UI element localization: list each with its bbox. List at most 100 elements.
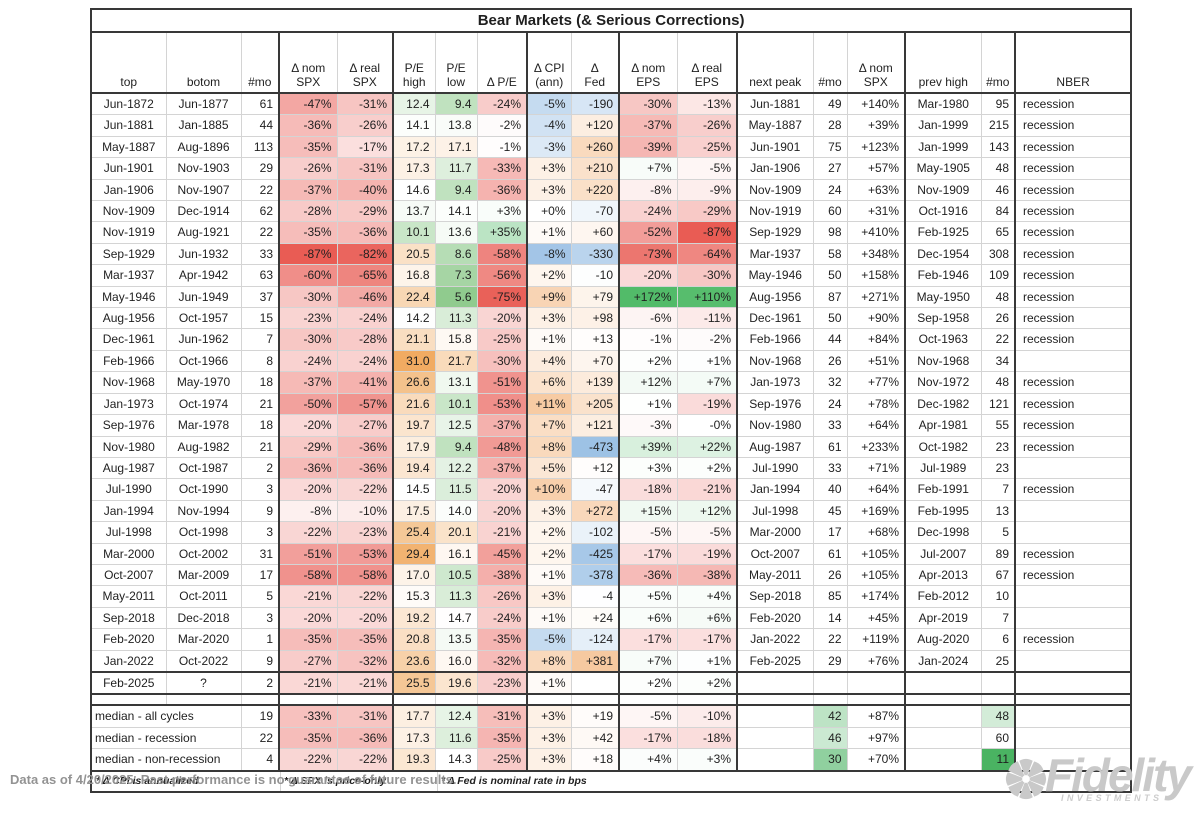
cell-d-cpi: -3% (526, 135, 572, 159)
cell-nber: recession (1014, 392, 1132, 416)
cell-top: Jun-1881 (90, 114, 167, 137)
median-cell-d-real-eps: -10% (676, 704, 738, 728)
cell-d-fed: +79 (570, 285, 620, 309)
cell-top: Sep-1929 (90, 242, 167, 266)
median-cell-months: 19 (240, 704, 280, 728)
table-row: May-1946 Jun-1949 37 -30% -46% 22.4 5.6 -75% +9%… (90, 285, 1132, 309)
cell-d-real-eps: -29% (676, 200, 738, 223)
cell-nber: recession (1014, 92, 1132, 116)
cell-prev-high: Mar-1980 (904, 92, 982, 116)
median-cell-nber (1014, 704, 1132, 728)
cell-d-nom-spx: -60% (278, 264, 338, 287)
column-header-d-cpi: Δ CPI (ann) (526, 31, 572, 94)
cell-top: Jul-1998 (90, 521, 167, 544)
cell-d-fed: +220 (570, 178, 620, 202)
cell-months-prev: 7 (980, 478, 1016, 501)
cell-bottom: Oct-2022 (165, 649, 242, 673)
cell-d-nom-spx-next: +51% (846, 349, 906, 373)
cell-next-peak: Feb-2020 (736, 606, 814, 630)
median-cell-months-prev: 11 (980, 748, 1016, 772)
cell-pe-high: 19.7 (392, 414, 436, 437)
median-cell-d-real-eps: -18% (676, 726, 738, 750)
median-cell-next-peak (736, 748, 814, 772)
column-header-d-pe: Δ P/E (476, 31, 528, 94)
cell-months-prev: 6 (980, 628, 1016, 651)
median-cell-d-nom-spx-next: +97% (846, 726, 906, 750)
cell-d-real-eps: -5% (676, 521, 738, 544)
median-cell-d-nom-spx: -35% (278, 726, 338, 750)
spacer-cell (846, 693, 906, 707)
cell-d-nom-eps: -24% (618, 200, 678, 223)
cell-d-cpi: +1% (526, 221, 572, 244)
cell-pe-high: 13.7 (392, 200, 436, 223)
cell-months-to-peak: 98 (812, 221, 848, 244)
cell-pe-high: 25.4 (392, 521, 436, 544)
cell-top: May-1946 (90, 285, 167, 309)
cell-months-prev: 84 (980, 200, 1016, 223)
cell-months: 62 (240, 200, 280, 223)
median-cell-nber (1014, 748, 1132, 772)
cell-d-nom-eps: -5% (618, 521, 678, 544)
median-cell-d-real-spx: -22% (336, 748, 394, 772)
cell-months: 7 (240, 328, 280, 351)
cell-next-peak: Dec-1961 (736, 307, 814, 330)
cell-d-nom-eps: -8% (618, 178, 678, 202)
cell-pe-low: 9.4 (434, 178, 478, 202)
cell-months-to-peak: 40 (812, 478, 848, 501)
cell-prev-high: Sep-1958 (904, 307, 982, 330)
table-row: Oct-2007 Mar-2009 17 -58% -58% 17.0 10.5 -38% +1… (90, 563, 1132, 587)
cell-d-nom-spx-next: +174% (846, 585, 906, 608)
cell-d-real-eps: -9% (676, 178, 738, 202)
cell-months-prev: 121 (980, 392, 1016, 416)
cell-pe-high: 17.3 (392, 157, 436, 180)
cell-d-nom-spx-next: +90% (846, 307, 906, 330)
cell-d-real-spx: -36% (336, 456, 394, 480)
cell-pe-low: 20.1 (434, 521, 478, 544)
cell-next-peak: Jun-1901 (736, 135, 814, 159)
column-header-top: top (90, 31, 167, 94)
cell-d-pe: -1% (476, 135, 528, 159)
cell-months: 8 (240, 349, 280, 373)
cell-d-fed: +210 (570, 157, 620, 180)
cell-next-peak: Jan-1906 (736, 157, 814, 180)
cell-prev-high: Nov-1909 (904, 178, 982, 202)
cell-pe-low: 15.8 (434, 328, 478, 351)
cell-d-real-spx: -24% (336, 307, 394, 330)
cell-d-nom-eps: +12% (618, 371, 678, 394)
cell-d-cpi: +6% (526, 371, 572, 394)
cell-next-peak: Nov-1909 (736, 178, 814, 202)
median-row: median - non-recession 4 -22% -22% 19.3 14.3-… (90, 748, 1132, 772)
cell-prev-high: Jan-1999 (904, 114, 982, 137)
footnote: * Δ SPX is price-only (284, 774, 386, 787)
table-row: Jan-2022 Oct-2022 9 -27% -32% 23.6 16.0 -32% +8%… (90, 649, 1132, 673)
cell-d-real-eps: -21% (676, 478, 738, 501)
cell-d-nom-eps: +3% (618, 456, 678, 480)
cell-d-fed: +98 (570, 307, 620, 330)
cell-next-peak: Jan-1973 (736, 371, 814, 394)
cell-d-nom-spx-next: +169% (846, 499, 906, 523)
cell-d-pe: -58% (476, 242, 528, 266)
cell-prev-high: Jul-2007 (904, 542, 982, 565)
spacer-cell (278, 693, 338, 707)
median-cell-months: 22 (240, 726, 280, 750)
cell-prev-high: Oct-1963 (904, 328, 982, 351)
cell-d-nom-eps: -6% (618, 307, 678, 330)
cell-d-pe: +3% (476, 200, 528, 223)
cell-d-cpi: +3% (526, 157, 572, 180)
cell-prev-high: Feb-1946 (904, 264, 982, 287)
cell-d-nom-spx-next: +71% (846, 456, 906, 480)
cell-d-nom-eps: +15% (618, 499, 678, 523)
spacer-cell (476, 693, 528, 707)
column-header-prev-high: prev high (904, 31, 982, 94)
cell-prev-high: May-1905 (904, 157, 982, 180)
cell-months-to-peak: 58 (812, 242, 848, 266)
cell-months: 18 (240, 414, 280, 437)
cell-next-peak: Nov-1968 (736, 349, 814, 373)
cell-next-peak: Oct-2007 (736, 542, 814, 565)
table-row: May-1887 Aug-1896 113 -35% -17% 17.2 17.1 -1% -3… (90, 135, 1132, 159)
cell-d-cpi: +10% (526, 478, 572, 501)
table-row: Sep-1976 Mar-1978 18 -20% -27% 19.7 12.5 -37% +7… (90, 414, 1132, 437)
cell-nber: recession (1014, 371, 1132, 394)
cell-pe-low: 13.5 (434, 628, 478, 651)
cell-pe-high: 10.1 (392, 221, 436, 244)
